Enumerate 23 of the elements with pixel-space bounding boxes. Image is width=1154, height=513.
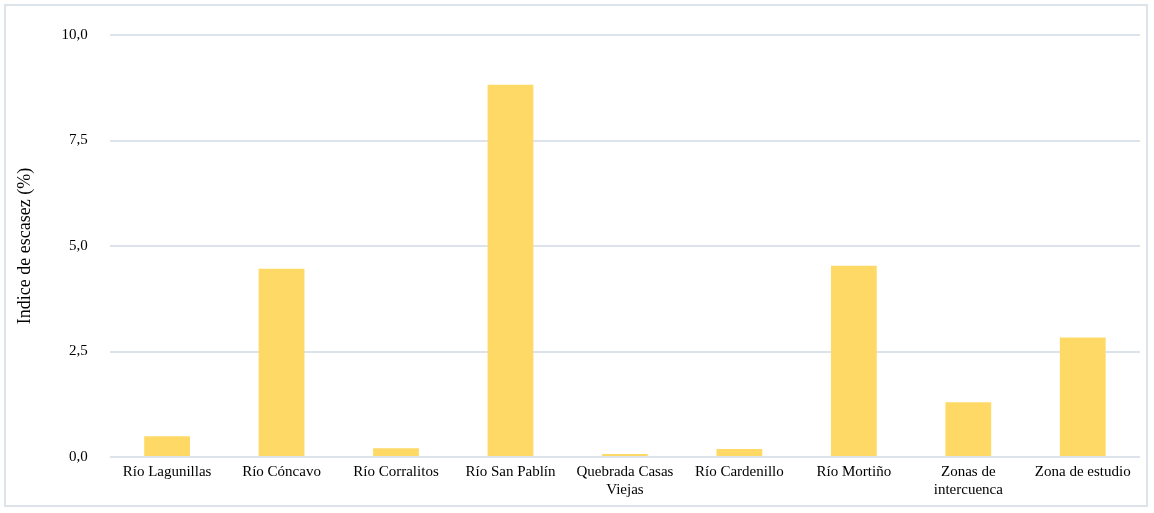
y-tick-label: 5,0 — [69, 236, 88, 253]
x-tick-label: Río Cardenillo — [695, 462, 784, 479]
x-tick-label: Río San Pablín — [465, 462, 556, 479]
y-tick-label: 2,5 — [69, 342, 88, 359]
y-tick-label: 0,0 — [69, 447, 88, 464]
bar — [144, 436, 190, 456]
x-tick-label: Quebrada Casas Viejas — [576, 462, 674, 497]
x-tick-label: Zonas de intercuenca — [933, 462, 1004, 497]
x-tick-label: Río Cóncavo — [242, 462, 321, 479]
bar — [1059, 337, 1106, 456]
y-tick-label: 10,0 — [61, 25, 88, 42]
bar — [258, 268, 305, 456]
bar — [830, 265, 877, 456]
bar — [487, 84, 534, 456]
y-axis-title: Indice de escasez (%) — [13, 167, 35, 325]
bar — [373, 448, 419, 456]
bar — [945, 402, 992, 456]
x-tick-label: Río Mortiño — [816, 462, 892, 479]
x-tick-label: Río Corralitos — [353, 462, 439, 479]
y-tick-label: 7,5 — [69, 131, 88, 148]
x-tick-label: Zona de estudio — [1034, 462, 1131, 479]
x-tick-label: Río Lagunillas — [122, 462, 212, 479]
bar — [716, 448, 763, 456]
